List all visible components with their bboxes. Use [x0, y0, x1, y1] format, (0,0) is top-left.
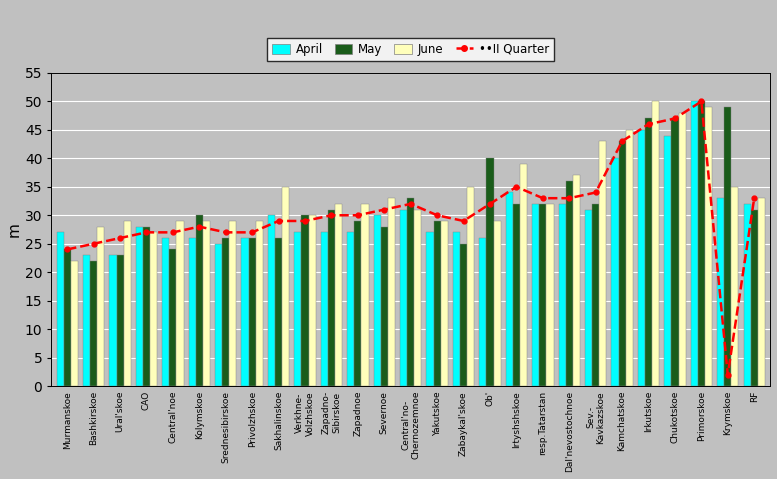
Bar	[268, 215, 275, 386]
Bar	[453, 232, 460, 386]
Bar	[249, 238, 256, 386]
Bar	[441, 221, 448, 386]
Bar	[506, 193, 513, 386]
Bar	[513, 204, 520, 386]
Bar	[645, 118, 652, 386]
Bar	[652, 102, 659, 386]
Bar	[664, 136, 671, 386]
Bar	[242, 238, 249, 386]
Bar	[388, 198, 395, 386]
Bar	[532, 204, 539, 386]
Bar	[189, 238, 196, 386]
Bar	[381, 227, 388, 386]
Bar	[493, 221, 500, 386]
Bar	[196, 215, 203, 386]
Bar	[758, 198, 765, 386]
Bar	[751, 210, 758, 386]
Bar	[539, 204, 546, 386]
Bar	[705, 107, 712, 386]
Bar	[427, 232, 434, 386]
Bar	[691, 102, 698, 386]
Bar	[150, 232, 157, 386]
Bar	[110, 255, 117, 386]
Bar	[301, 215, 308, 386]
Bar	[294, 232, 301, 386]
Bar	[361, 204, 368, 386]
Bar	[143, 227, 150, 386]
Bar	[592, 204, 599, 386]
Bar	[400, 210, 407, 386]
Bar	[282, 187, 289, 386]
Bar	[275, 238, 282, 386]
Bar	[678, 113, 685, 386]
Bar	[335, 204, 342, 386]
Bar	[176, 221, 183, 386]
Bar	[71, 261, 78, 386]
Bar	[434, 221, 441, 386]
Bar	[124, 221, 131, 386]
Bar	[671, 118, 678, 386]
Y-axis label: m: m	[7, 222, 22, 237]
Bar	[97, 227, 104, 386]
Bar	[57, 232, 64, 386]
Bar	[354, 221, 361, 386]
Bar	[625, 130, 632, 386]
Bar	[724, 107, 731, 386]
Bar	[90, 261, 97, 386]
Bar	[585, 210, 592, 386]
Bar	[414, 210, 421, 386]
Bar	[717, 198, 724, 386]
Bar	[731, 187, 738, 386]
Bar	[347, 232, 354, 386]
Bar	[599, 141, 606, 386]
Bar	[64, 250, 71, 386]
Bar	[321, 232, 328, 386]
Bar	[328, 210, 335, 386]
Bar	[222, 238, 229, 386]
Bar	[467, 187, 474, 386]
Bar	[479, 238, 486, 386]
Bar	[698, 102, 705, 386]
Bar	[559, 204, 566, 386]
Bar	[407, 198, 414, 386]
Bar	[83, 255, 90, 386]
Bar	[169, 250, 176, 386]
Bar	[203, 221, 210, 386]
Bar	[460, 244, 467, 386]
Bar	[573, 175, 580, 386]
Bar	[566, 181, 573, 386]
Bar	[136, 227, 143, 386]
Bar	[618, 141, 625, 386]
Bar	[546, 204, 553, 386]
Bar	[256, 221, 263, 386]
Bar	[308, 215, 315, 386]
Bar	[638, 130, 645, 386]
Bar	[162, 238, 169, 386]
Bar	[744, 204, 751, 386]
Bar	[486, 159, 493, 386]
Legend: April, May, June, ••II Quarter: April, May, June, ••II Quarter	[267, 38, 554, 60]
Bar	[117, 255, 124, 386]
Bar	[215, 244, 222, 386]
Bar	[374, 215, 381, 386]
Bar	[611, 159, 618, 386]
Bar	[520, 164, 527, 386]
Bar	[229, 221, 236, 386]
